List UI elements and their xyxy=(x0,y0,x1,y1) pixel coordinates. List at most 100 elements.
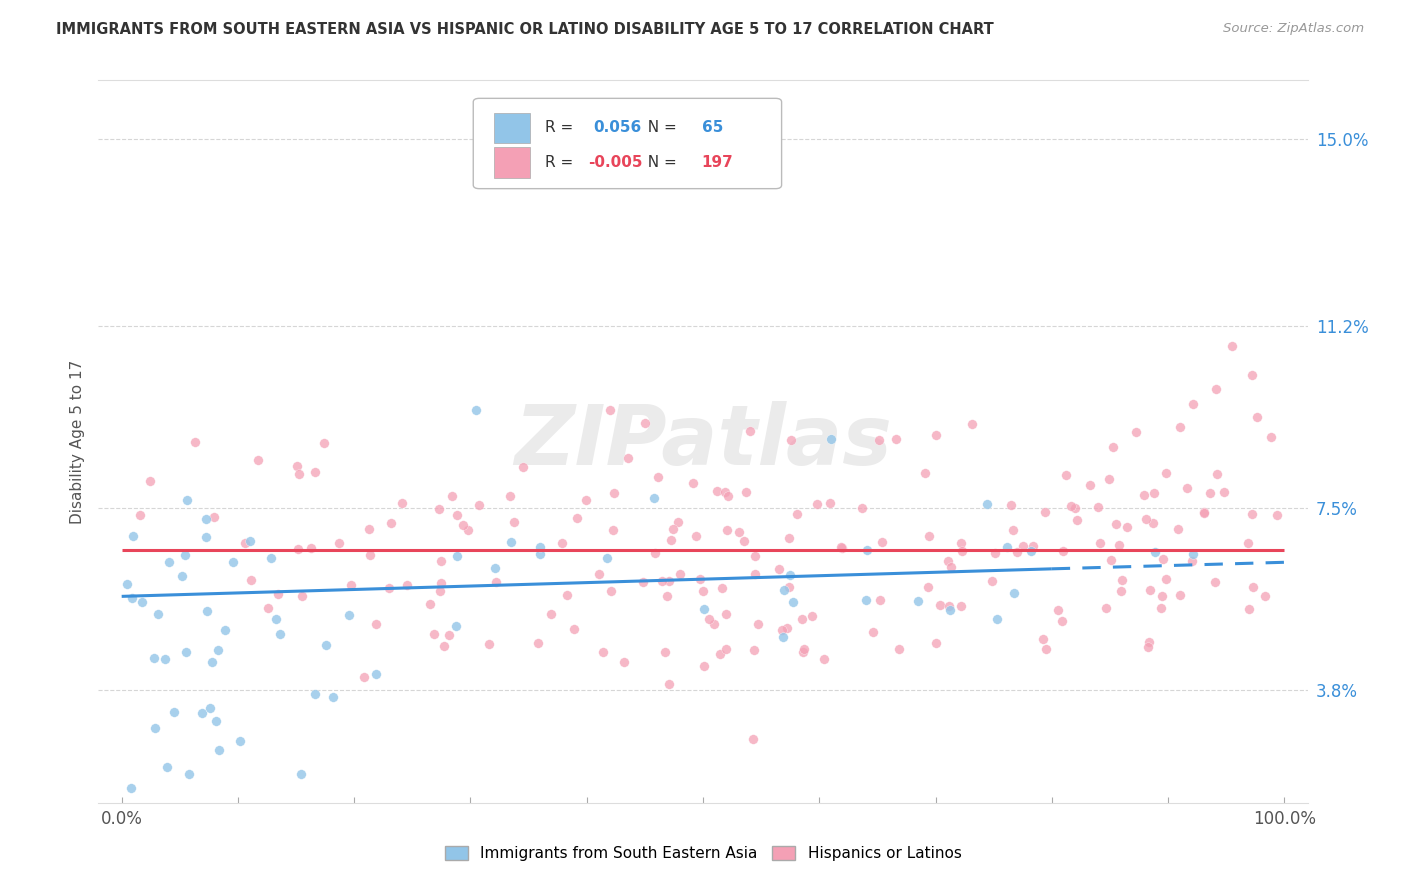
Point xyxy=(917,580,939,594)
Point xyxy=(446,619,468,633)
Point xyxy=(285,459,308,474)
Text: 0.056: 0.056 xyxy=(593,120,641,136)
Point xyxy=(269,627,291,641)
Point xyxy=(1168,419,1191,434)
Point xyxy=(1168,588,1191,602)
Point xyxy=(599,403,621,417)
Point xyxy=(1220,339,1243,353)
Point xyxy=(928,599,950,613)
Point xyxy=(1142,486,1164,500)
Point xyxy=(950,544,973,558)
Point xyxy=(198,701,221,715)
Point xyxy=(1205,382,1227,396)
Point xyxy=(1237,601,1260,615)
Point xyxy=(562,622,585,636)
Point xyxy=(172,569,194,583)
Point xyxy=(465,402,488,417)
Point xyxy=(1156,572,1178,586)
Point xyxy=(1144,545,1167,559)
Point xyxy=(419,597,441,611)
Point xyxy=(1033,505,1056,519)
Point xyxy=(202,510,225,524)
Point xyxy=(1246,409,1268,424)
Point xyxy=(613,655,636,669)
Point xyxy=(1105,517,1128,532)
Point xyxy=(658,574,681,588)
Point xyxy=(1002,523,1025,537)
Point xyxy=(689,572,711,586)
Point xyxy=(239,534,262,549)
Point xyxy=(782,595,804,609)
Point xyxy=(565,511,588,525)
Point xyxy=(792,642,814,657)
Point xyxy=(1260,430,1282,444)
Text: R =: R = xyxy=(544,120,582,136)
Point xyxy=(647,469,669,483)
Point xyxy=(830,540,852,554)
Point xyxy=(1254,590,1277,604)
Text: Source: ZipAtlas.com: Source: ZipAtlas.com xyxy=(1223,22,1364,36)
Point xyxy=(364,616,387,631)
Point xyxy=(1241,580,1264,594)
Point xyxy=(1098,472,1121,486)
Point xyxy=(176,493,198,508)
Point xyxy=(1066,513,1088,527)
Point xyxy=(1240,368,1263,383)
Point xyxy=(939,560,962,574)
Point xyxy=(288,467,311,482)
Legend: Immigrants from South Eastern Asia, Hispanics or Latinos: Immigrants from South Eastern Asia, Hisp… xyxy=(439,840,967,867)
Point xyxy=(247,452,270,467)
Point xyxy=(659,533,682,547)
Point xyxy=(682,476,704,491)
Point xyxy=(430,553,453,567)
Point xyxy=(1019,543,1042,558)
Point xyxy=(1125,425,1147,440)
Point xyxy=(1167,522,1189,536)
Point xyxy=(1060,499,1083,513)
Point xyxy=(778,531,800,545)
Point xyxy=(1002,586,1025,600)
Point xyxy=(156,760,179,774)
Point xyxy=(148,607,170,621)
Point xyxy=(1064,501,1087,516)
Point xyxy=(299,541,322,555)
Point xyxy=(986,612,1008,626)
Point xyxy=(1116,520,1139,534)
Point xyxy=(711,581,734,595)
Point xyxy=(391,496,413,510)
Point xyxy=(337,607,360,622)
Point xyxy=(792,612,814,626)
Point xyxy=(1087,500,1109,514)
Point xyxy=(155,652,177,666)
Bar xyxy=(494,112,530,143)
Point xyxy=(353,670,375,684)
Text: N =: N = xyxy=(638,155,682,170)
Point xyxy=(395,578,418,592)
Point xyxy=(1139,635,1161,649)
Point xyxy=(451,518,474,533)
Point xyxy=(117,576,139,591)
Point xyxy=(949,536,972,550)
Point xyxy=(440,489,463,503)
Point xyxy=(633,574,655,589)
Point xyxy=(380,516,402,530)
Point xyxy=(229,734,252,748)
Point xyxy=(655,590,678,604)
Point xyxy=(1213,484,1236,499)
Point xyxy=(437,628,460,642)
Point xyxy=(735,484,758,499)
Point xyxy=(742,642,765,657)
Point xyxy=(786,508,808,522)
Point xyxy=(287,541,309,556)
Point xyxy=(818,496,841,510)
Point xyxy=(174,549,197,563)
Point xyxy=(1046,602,1069,616)
Point xyxy=(868,434,890,448)
Point xyxy=(1142,516,1164,530)
Point xyxy=(142,651,165,665)
Point xyxy=(260,550,283,565)
Point xyxy=(1181,554,1204,568)
Point xyxy=(239,574,262,588)
Point xyxy=(1007,545,1029,559)
Point xyxy=(201,655,224,669)
